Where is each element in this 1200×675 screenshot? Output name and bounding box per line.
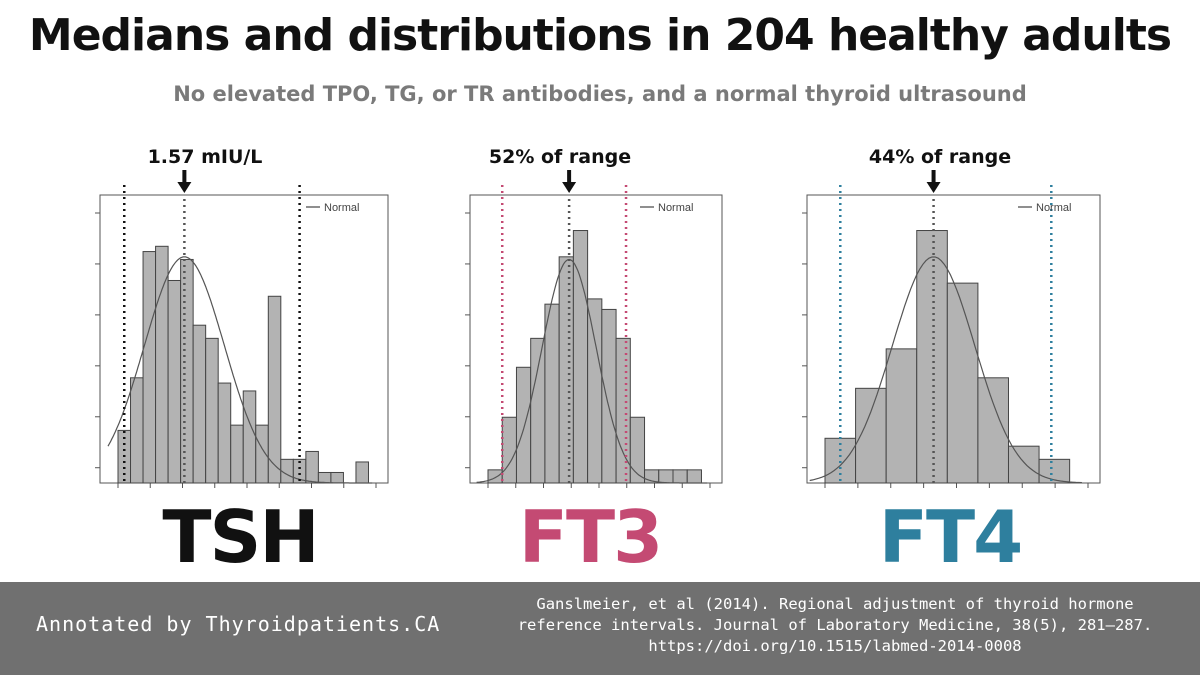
histogram-bar [217, 382, 232, 484]
median-arrow-head [926, 182, 941, 193]
histogram-bar [977, 377, 1009, 484]
histogram-bar [1007, 445, 1040, 484]
legend-label: Normal [324, 202, 359, 214]
histogram-bar [130, 377, 144, 484]
ft3-panel: 52% of range Normal FT3 [450, 140, 780, 579]
ft4-histogram: Normal [802, 170, 1101, 488]
histogram-bar [487, 469, 503, 484]
histogram-bar [317, 471, 332, 484]
normal-curve [107, 256, 373, 484]
tsh-label: TSH [162, 495, 319, 579]
histogram-bar [205, 337, 219, 484]
histogram-bar [355, 461, 369, 484]
histogram-bar [658, 469, 674, 484]
histogram-bar [916, 230, 948, 484]
histogram-bar [615, 337, 631, 484]
histogram-bar [142, 251, 157, 484]
citation-text: Ganslmeier, et al (2014). Regional adjus… [517, 595, 1153, 655]
histogram-bar [192, 324, 207, 484]
histogram-bar [242, 390, 257, 484]
page-subtitle: No elevated TPO, TG, or TR antibodies, a… [173, 82, 1027, 106]
ft4-median-annotation: 44% of range [868, 146, 1012, 168]
ft3-median-annotation: 52% of range [488, 146, 632, 168]
histogram-bar [629, 416, 646, 484]
histogram-bar [230, 424, 244, 484]
ft4-panel: 44% of range Normal FT4 [790, 140, 1120, 579]
histogram-bar [255, 424, 269, 484]
histogram-bar [824, 437, 857, 484]
histogram-bar [558, 256, 574, 484]
normal-curve [809, 256, 1082, 484]
histogram-bar [544, 303, 560, 484]
median-arrow-head [177, 182, 192, 193]
histogram-bar [587, 298, 603, 484]
ft4-label: FT4 [878, 495, 1023, 579]
tsh-panel: 1.57 mIU/L Normal TSH [80, 140, 410, 579]
histogram-bar [305, 450, 319, 484]
histogram-bar [515, 366, 532, 484]
histogram-bar [180, 258, 194, 484]
page-title: Medians and distributions in 204 healthy… [28, 10, 1172, 61]
histogram-bar [946, 282, 979, 484]
attribution-text: Annotated by Thyroidpatients.CA [36, 612, 441, 636]
median-arrow-head [562, 182, 577, 193]
footer-bar: Annotated by Thyroidpatients.CA Ganslmei… [0, 582, 1200, 675]
legend-label: Normal [1036, 202, 1071, 214]
histogram-bar [501, 416, 517, 484]
histogram-bar [330, 471, 344, 484]
histogram-bar [672, 469, 688, 484]
histogram-bar [167, 279, 182, 484]
tsh-histogram: Normal [95, 170, 389, 488]
legend-label: Normal [658, 202, 693, 214]
ft3-label: FT3 [518, 495, 663, 579]
ft3-histogram: Normal [465, 170, 723, 488]
histogram-bar [530, 337, 546, 484]
histogram-bar [267, 295, 282, 484]
histogram-bar [885, 348, 918, 484]
histogram-bar [601, 308, 617, 484]
normal-curve [476, 258, 708, 484]
histogram-bar [155, 245, 169, 484]
tsh-median-annotation: 1.57 mIU/L [147, 146, 263, 168]
histogram-bar [572, 230, 589, 484]
histogram-bar [686, 469, 702, 484]
